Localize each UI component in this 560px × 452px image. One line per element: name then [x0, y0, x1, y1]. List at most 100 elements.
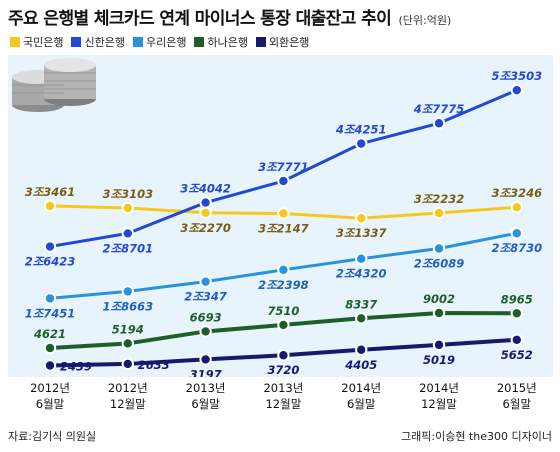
legend-swatch — [132, 37, 143, 47]
x-tick-label: 2013년 6월말 — [171, 380, 241, 412]
legend-item-2: 우리은행 — [132, 34, 187, 50]
data-point — [510, 83, 523, 97]
x-tick-line: 6월말 — [191, 397, 220, 411]
x-axis-labels: 2012년 6월말 2012년 12월말 2013년 6월말 2013년 12월말 2014년 6… — [0, 380, 560, 420]
chart-title: 주요 은행별 체크카드 연계 마이너스 통장 대출잔고 추이 (단위:억원) — [8, 4, 451, 29]
data-label: 3197 — [190, 367, 222, 377]
data-label: 2조6089 — [414, 257, 465, 271]
data-label: 3조3461 — [25, 185, 76, 199]
data-label: 7510 — [267, 304, 299, 318]
data-point — [121, 201, 135, 215]
data-label: 8337 — [345, 297, 377, 311]
x-tick-line: 2013년 — [263, 381, 304, 395]
data-point — [432, 242, 446, 255]
data-label: 1조7451 — [25, 306, 76, 320]
data-point — [510, 227, 523, 240]
data-point — [432, 206, 446, 220]
data-point — [277, 349, 290, 362]
data-label: 2조8701 — [103, 241, 154, 255]
data-label: 3조7771 — [258, 160, 309, 174]
legend-label: 하나은행 — [207, 36, 248, 49]
data-label: 3조2270 — [180, 221, 231, 235]
data-label: 2조6423 — [25, 255, 76, 269]
data-label: 4조7775 — [413, 102, 465, 116]
legend-swatch — [255, 37, 266, 47]
data-point — [355, 252, 368, 265]
plot-area: 4621 5194 6693 7510 8337 9002 8965 2439 2633 3197… — [8, 55, 553, 377]
x-tick-label: 2012년 12월말 — [93, 380, 163, 412]
coin-stack-illustration — [12, 58, 96, 112]
data-point — [43, 240, 57, 253]
data-point — [277, 263, 290, 277]
data-label: 2조2398 — [258, 278, 309, 292]
data-label: 3조4042 — [180, 182, 231, 196]
data-point — [121, 227, 135, 240]
data-label: 3조2232 — [414, 192, 465, 206]
data-point — [510, 200, 523, 214]
x-tick-line: 6월말 — [35, 397, 65, 411]
data-label: 5019 — [423, 353, 455, 367]
x-tick-line: 2014년 — [419, 381, 459, 395]
x-tick-label: 2015년 6월말 — [482, 380, 552, 412]
data-label: 3720 — [267, 363, 299, 377]
data-point — [199, 206, 212, 220]
legend-label: 신한은행 — [84, 36, 125, 49]
data-point — [355, 343, 368, 356]
data-point — [43, 199, 57, 213]
data-label: 2조4320 — [336, 267, 387, 281]
legend-item-0: 국민은행 — [10, 34, 63, 50]
data-label: 4621 — [33, 327, 66, 341]
legend-item-3: 하나은행 — [194, 34, 248, 50]
x-tick-line: 12월말 — [265, 397, 302, 411]
data-label: 2조8730 — [492, 241, 543, 255]
legend-item-4: 외환은행 — [255, 34, 310, 50]
data-point — [43, 292, 57, 305]
x-tick-line: 2015년 — [496, 381, 537, 395]
data-point — [355, 137, 368, 150]
x-tick-line: 2013년 — [185, 381, 226, 395]
data-point — [510, 307, 523, 320]
legend: 국민은행 신한은행 우리은행 하나은행 외환은행 — [10, 34, 309, 50]
data-point — [355, 312, 368, 325]
title-text: 주요 은행별 체크카드 연계 마이너스 통장 대출잔고 추이 — [8, 9, 392, 29]
data-label: 3조2147 — [258, 222, 309, 236]
x-tick-line: 12월말 — [109, 397, 146, 411]
data-point — [277, 174, 290, 188]
data-point — [277, 207, 290, 220]
data-label: 5조3503 — [492, 69, 543, 83]
graphic-credit: 그래픽:이승현 the300 디자이너 — [401, 430, 552, 443]
x-tick-line: 2014년 — [341, 381, 382, 395]
legend-swatch — [71, 37, 82, 47]
legend-swatch — [194, 37, 205, 47]
legend-label: 국민은행 — [23, 36, 64, 49]
x-tick-line: 6월말 — [346, 397, 376, 411]
data-point — [432, 338, 446, 352]
x-tick-line: 2012년 — [107, 381, 148, 395]
data-label: 3조1337 — [336, 226, 387, 240]
x-tick-label: 2014년 12월말 — [404, 380, 474, 412]
data-label: 8965 — [501, 292, 533, 306]
data-point — [121, 357, 135, 371]
data-label: 2633 — [138, 358, 170, 372]
legend-label: 외환은행 — [268, 36, 310, 49]
x-tick-line: 2012년 — [30, 381, 70, 395]
x-tick-line: 12월말 — [421, 397, 457, 411]
data-point — [277, 318, 290, 332]
data-label: 4405 — [344, 358, 377, 372]
data-point — [432, 117, 446, 130]
data-label: 9002 — [423, 292, 455, 306]
coin-stack-icon — [12, 58, 96, 112]
data-label: 3조3246 — [492, 186, 543, 200]
data-point — [355, 211, 368, 225]
unit-label: (단위:억원) — [398, 14, 452, 27]
legend-label: 우리은행 — [145, 36, 187, 49]
x-tick-line: 6월말 — [502, 397, 532, 411]
data-label: 2439 — [60, 359, 92, 373]
data-point — [199, 353, 212, 366]
data-point — [199, 275, 212, 288]
data-point — [43, 359, 57, 372]
data-point — [432, 306, 446, 320]
data-point — [199, 325, 212, 338]
data-label: 3조3103 — [103, 187, 154, 201]
x-tick-label: 2013년 12월말 — [248, 380, 318, 412]
